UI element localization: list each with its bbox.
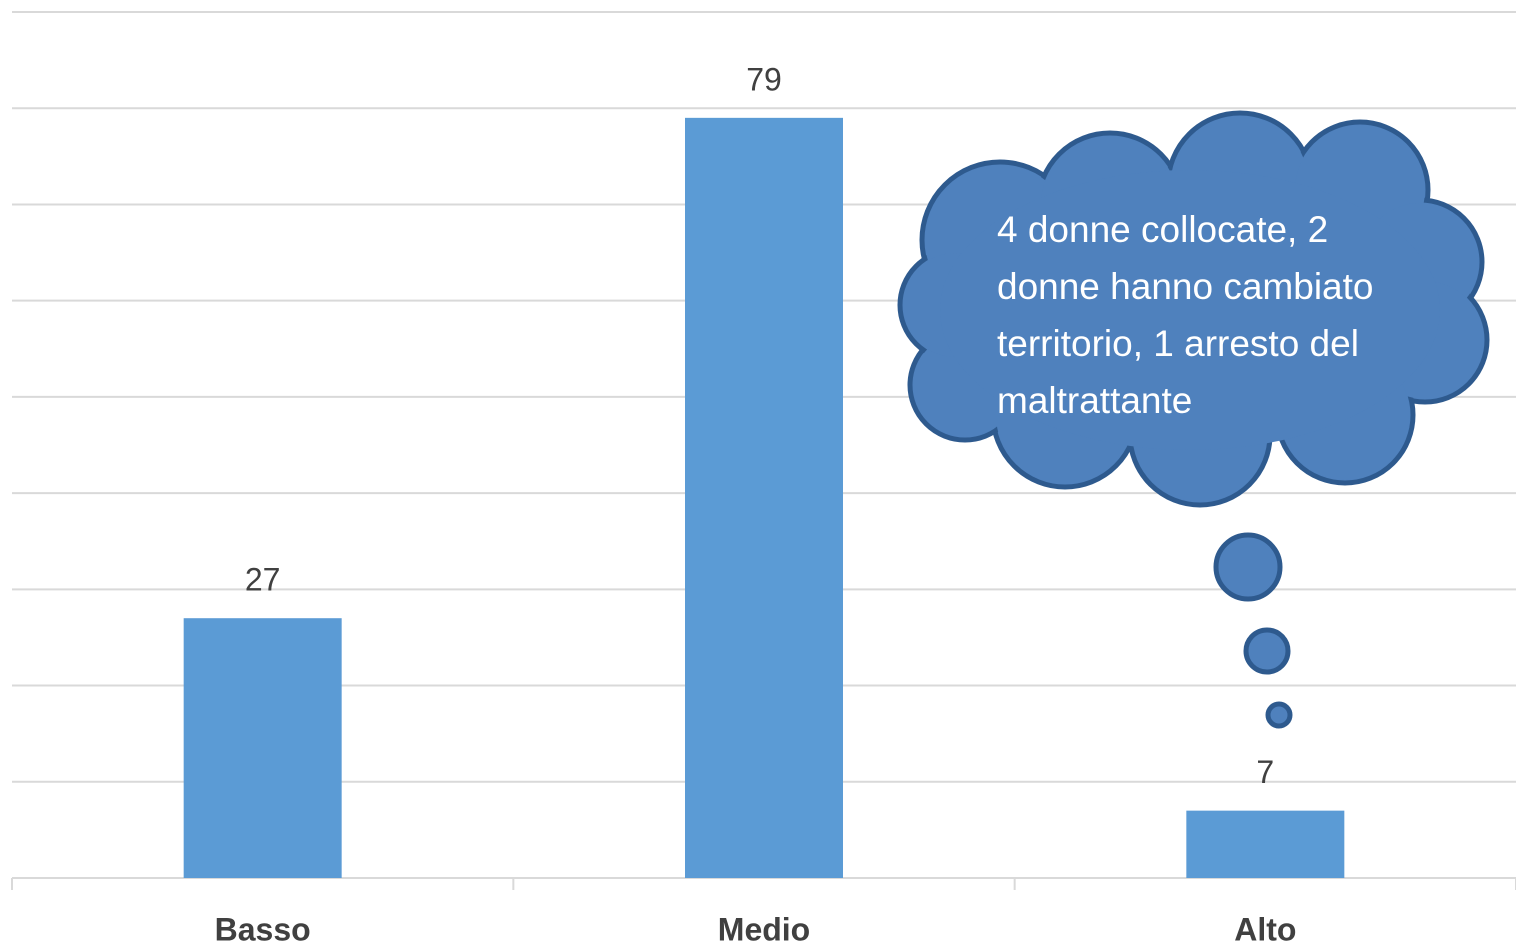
- annotation-text: 4 donne collocate, 2: [997, 209, 1328, 250]
- bar: [1186, 810, 1345, 878]
- x-tick-label: Alto: [1234, 911, 1296, 947]
- annotation-cloud: 4 donne collocate, 2 donne hanno cambiato…: [897, 110, 1490, 729]
- annotation-text: donne hanno cambiato: [997, 266, 1373, 307]
- bar: [685, 117, 843, 879]
- annotation-text: territorio, 1 arresto del: [997, 323, 1359, 364]
- data-label: 79: [746, 61, 782, 97]
- bars: [183, 117, 1345, 879]
- data-label: 27: [245, 562, 281, 598]
- x-tick-label: Medio: [718, 911, 810, 947]
- annotation-text: maltrattante: [997, 380, 1192, 421]
- data-label: 7: [1256, 754, 1274, 790]
- bar: [183, 618, 342, 878]
- x-tick-label: Basso: [215, 911, 311, 947]
